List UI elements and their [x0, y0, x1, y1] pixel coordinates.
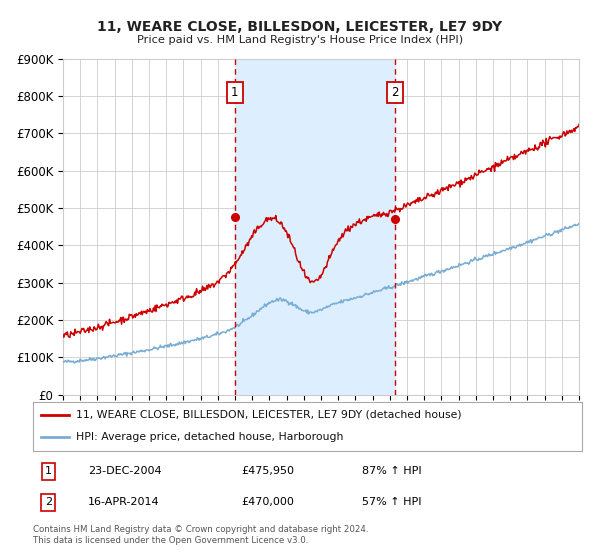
Text: 11, WEARE CLOSE, BILLESDON, LEICESTER, LE7 9DY (detached house): 11, WEARE CLOSE, BILLESDON, LEICESTER, L…	[76, 410, 461, 420]
Text: £475,950: £475,950	[242, 466, 295, 476]
Text: £470,000: £470,000	[242, 497, 295, 507]
Text: Contains HM Land Registry data © Crown copyright and database right 2024.: Contains HM Land Registry data © Crown c…	[33, 525, 368, 534]
Text: 16-APR-2014: 16-APR-2014	[88, 497, 160, 507]
Text: HPI: Average price, detached house, Harborough: HPI: Average price, detached house, Harb…	[76, 432, 343, 442]
Text: 2: 2	[45, 497, 52, 507]
Text: 57% ↑ HPI: 57% ↑ HPI	[362, 497, 422, 507]
Text: This data is licensed under the Open Government Licence v3.0.: This data is licensed under the Open Gov…	[33, 536, 308, 545]
Bar	[235, 59, 395, 395]
Text: Price paid vs. HM Land Registry's House Price Index (HPI): Price paid vs. HM Land Registry's House …	[137, 35, 463, 45]
Text: 1: 1	[45, 466, 52, 476]
Text: 2: 2	[391, 86, 398, 99]
Text: 1: 1	[231, 86, 238, 99]
Text: 23-DEC-2004: 23-DEC-2004	[88, 466, 161, 476]
Text: 87% ↑ HPI: 87% ↑ HPI	[362, 466, 422, 476]
Text: 11, WEARE CLOSE, BILLESDON, LEICESTER, LE7 9DY: 11, WEARE CLOSE, BILLESDON, LEICESTER, L…	[97, 20, 503, 34]
